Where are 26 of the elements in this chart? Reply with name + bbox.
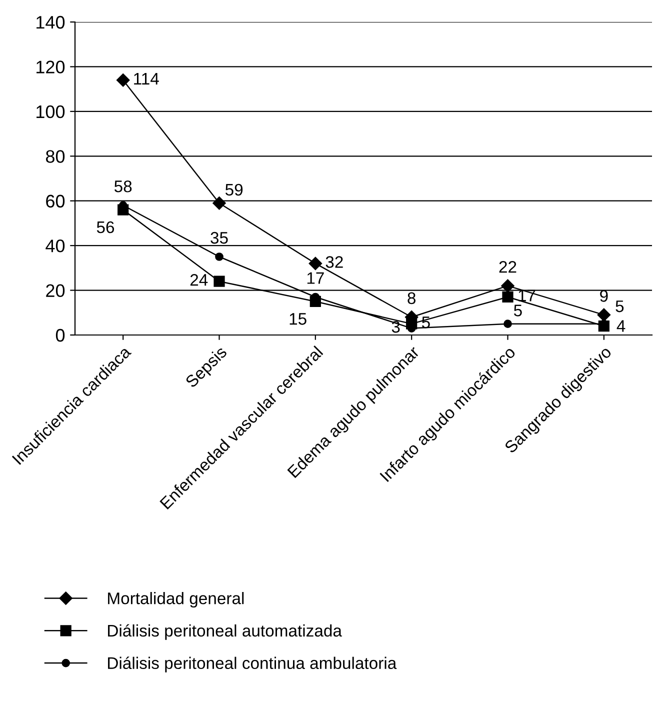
data-label: 22 xyxy=(499,260,516,273)
data-label: 59 xyxy=(225,184,243,196)
data-label: 9 xyxy=(600,290,608,302)
y-tick-label: 120 xyxy=(36,60,65,74)
data-label: 32 xyxy=(326,256,343,268)
data-label: 114 xyxy=(134,72,159,84)
data-label: 17 xyxy=(307,272,324,284)
data-label: 24 xyxy=(190,274,208,286)
y-tick-label: 140 xyxy=(36,16,65,29)
data-label: 5 xyxy=(514,304,522,316)
data-label: 15 xyxy=(290,313,306,325)
y-tick-label: 20 xyxy=(46,284,65,298)
data-label: 58 xyxy=(114,180,132,192)
data-label: 8 xyxy=(408,292,416,304)
legend-label: Diálisis peritoneal automatizada xyxy=(108,624,342,640)
legend-label: Mortalidad general xyxy=(108,592,244,608)
data-label: 4 xyxy=(616,320,626,332)
legend-label: Diálisis peritoneal continua ambulatoria xyxy=(108,656,397,672)
y-tick-label: 60 xyxy=(46,194,65,208)
y-tick-label: 40 xyxy=(46,240,65,252)
data-label: 56 xyxy=(96,221,114,234)
y-tick-label: 100 xyxy=(36,105,65,118)
data-label: 35 xyxy=(210,232,228,244)
y-tick-label: 80 xyxy=(46,150,65,163)
data-label: 5 xyxy=(616,300,624,312)
y-tick-label: 0 xyxy=(56,328,65,342)
